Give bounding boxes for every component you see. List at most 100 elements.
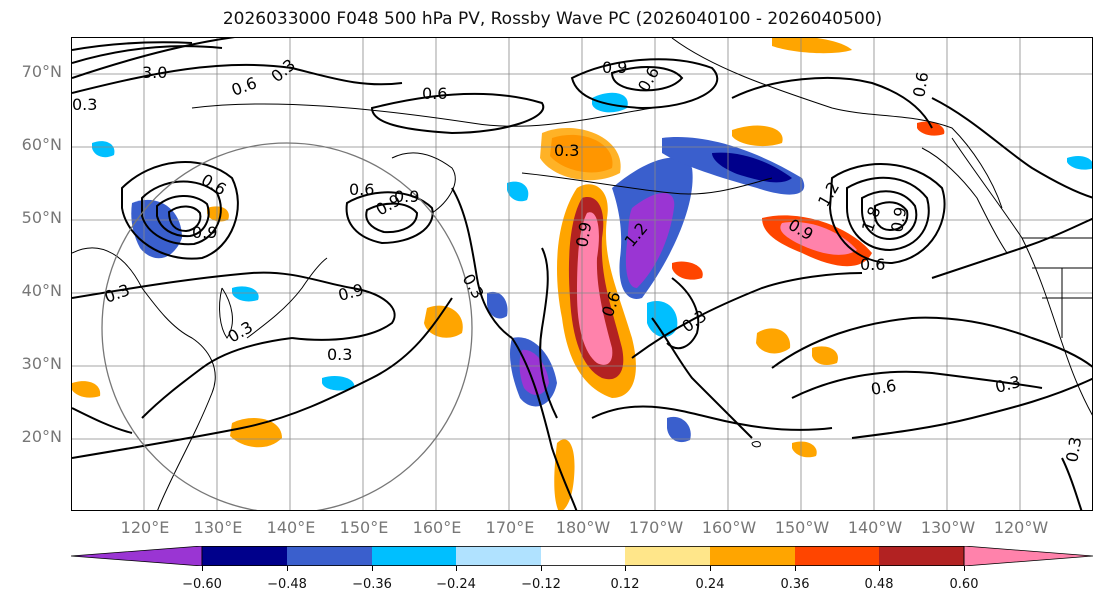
shade-positive-3 xyxy=(756,328,791,354)
contour-label: 0.3 xyxy=(72,95,97,114)
coast-kamchatka xyxy=(391,152,456,214)
shade-negative-5 xyxy=(667,416,691,443)
contour-wave-11 xyxy=(851,377,1092,439)
colorbar-seg-6 xyxy=(625,546,710,566)
contour-wave-12 xyxy=(631,272,863,359)
colorbar-tick-label: 0.24 xyxy=(695,577,725,592)
shade-negative-4 xyxy=(647,300,678,338)
shade-positive-2 xyxy=(230,418,282,448)
pv-contours xyxy=(72,38,1092,510)
lon-label-170w: 170°W xyxy=(628,518,684,537)
colorbar-seg-9 xyxy=(879,546,964,566)
coast-aleutians xyxy=(521,172,773,195)
lon-label-160w: 160°W xyxy=(701,518,757,537)
lon-label-150e: 150°E xyxy=(339,518,389,537)
contour-wave-18 xyxy=(731,77,933,129)
coast-hawaii xyxy=(751,441,761,448)
lon-label-140e: 140°E xyxy=(266,518,316,537)
contour-label: 0.6 xyxy=(229,73,259,100)
contour-wave-16 xyxy=(72,407,133,434)
colorbar-seg-7 xyxy=(710,546,795,566)
contour-label: 0.6 xyxy=(860,255,885,274)
contour-ring-e-2 xyxy=(846,176,930,252)
lon-label-130w: 130°W xyxy=(920,518,976,537)
shade-negative-central-core xyxy=(625,193,675,288)
shade-positive-10 xyxy=(672,261,703,280)
colorbar-tick-mark xyxy=(202,566,203,571)
colorbar-seg-3 xyxy=(372,546,456,566)
rossby-region-circle xyxy=(101,142,473,510)
coast-korea xyxy=(219,287,233,339)
contour-label: 0.3 xyxy=(459,271,488,303)
contour-label: 0.9 xyxy=(192,223,217,242)
coast-bc xyxy=(921,147,1008,254)
contour-wave-2 xyxy=(72,297,453,459)
contour-wave-7 xyxy=(651,317,753,439)
colorbar-tick-mark xyxy=(372,566,373,571)
contour-ring-w-1 xyxy=(121,161,239,260)
colorbar-tick-mark xyxy=(879,566,880,571)
contour-mid-1 xyxy=(370,92,545,135)
shade-positive-12 xyxy=(792,441,817,458)
colorbar-tick-mark xyxy=(456,566,457,571)
colorbar-tick-label: −0.36 xyxy=(352,577,392,592)
lon-label-130e: 130°E xyxy=(193,518,243,537)
contour-label: 0.9 xyxy=(887,205,910,233)
contour-wave-1 xyxy=(72,271,396,341)
contour-wave-8 xyxy=(591,405,833,431)
map-canvas: 3.0 0.6 0.3 0.6 0.3 0.6 0.9 0.6 0.9 0.3 … xyxy=(72,38,1092,510)
shade-positive-7 xyxy=(917,121,945,136)
contour-ring-c-2 xyxy=(365,202,419,234)
colorbar-seg-4 xyxy=(456,546,541,566)
contour-label: 3.0 xyxy=(142,63,167,82)
colorbar-tick-label: −0.12 xyxy=(521,577,561,592)
colorbar-tick-label: −0.24 xyxy=(436,577,476,592)
colorbar-seg-2 xyxy=(287,546,372,566)
contour-wave-15 xyxy=(1061,457,1083,510)
contour-wave-10 xyxy=(791,370,1043,399)
contour-ring-e-3 xyxy=(861,190,918,241)
shade-positive-11 xyxy=(207,206,229,222)
contour-mid-2 xyxy=(570,58,719,110)
colorbar-frame xyxy=(201,546,965,566)
contour-wave-9 xyxy=(771,316,1092,369)
contour-wave-5 xyxy=(511,337,578,510)
contour-ring-w-3 xyxy=(156,195,210,238)
colorbar-tick-mark xyxy=(710,566,711,571)
coast-asia xyxy=(72,247,216,510)
contour-label: 0.9 xyxy=(572,220,595,248)
shade-positive-1 xyxy=(424,305,463,338)
coastlines xyxy=(72,38,1092,510)
contour-label: 0.6 xyxy=(422,84,447,103)
lon-label-140w: 140°W xyxy=(847,518,903,537)
colorbar-tick-mark xyxy=(795,566,796,571)
contour-label: 1.2 xyxy=(814,178,843,210)
colorbar-tick-label: 0.48 xyxy=(864,577,894,592)
contour-label: 0.3 xyxy=(678,306,710,336)
lat-label-60n: 60°N xyxy=(21,135,62,154)
contour-label: 0.6 xyxy=(909,70,932,98)
shade-negative-8 xyxy=(1067,156,1092,170)
contour-label: 0.9 xyxy=(394,187,419,206)
shade-positive-north-rim xyxy=(540,127,621,181)
colorbar-seg-1 xyxy=(202,546,287,566)
colorbar-tick-mark xyxy=(964,566,965,571)
contour-label: 0.6 xyxy=(869,376,897,399)
contour-wave-14 xyxy=(666,277,700,350)
lon-label-170e: 170°E xyxy=(485,518,535,537)
contour-north-4 xyxy=(72,41,193,51)
contour-wave-4 xyxy=(451,187,513,339)
shade-positive-4 xyxy=(812,346,838,366)
contour-label: 0.3 xyxy=(554,141,579,160)
map-panel: 3.0 0.6 0.3 0.6 0.3 0.6 0.9 0.6 0.9 0.3 … xyxy=(71,37,1093,511)
shade-negative-ne-core xyxy=(712,152,792,183)
lon-label-150w: 150°W xyxy=(774,518,830,537)
shade-negative-7 xyxy=(507,181,529,202)
shade-positive-6 xyxy=(732,125,783,147)
coast-na-west xyxy=(951,137,1092,416)
colorbar-tick-label: 0.36 xyxy=(780,577,810,592)
colorbar-tick-mark xyxy=(625,566,626,571)
shade-negative-3 xyxy=(322,376,355,391)
contour-north-1 xyxy=(72,38,236,79)
contour-label: 0.3 xyxy=(267,55,299,86)
